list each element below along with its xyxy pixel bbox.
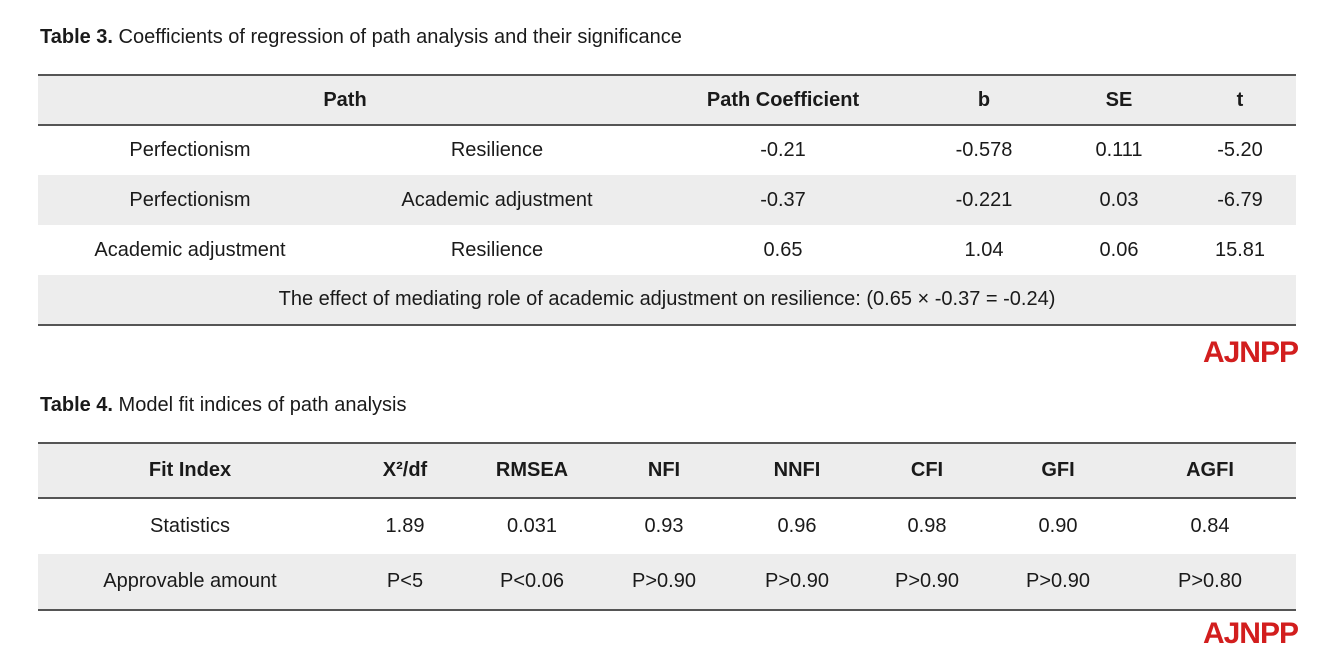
table3-caption: Table 3. Coefficients of regression of p…: [40, 26, 682, 49]
cell-to: Academic adjustment: [401, 188, 593, 211]
table-cell: 0.93: [644, 515, 684, 537]
table-cell: 0.031: [506, 515, 558, 537]
table4: Fit Index X²/df RMSEA NFI NNFI CFI GFI A…: [38, 442, 1296, 611]
table-cell: 1.89: [385, 515, 425, 537]
table-row: Perfectionism Academic adjustment -0.37 …: [38, 175, 1296, 225]
cell-b: -0.578: [955, 139, 1013, 161]
table-row: Perfectionism Resilience -0.21 -0.578 0.…: [38, 125, 1296, 175]
row-label: Statistics: [149, 515, 231, 537]
table4-header-row: Fit Index X²/df RMSEA NFI NNFI CFI GFI A…: [38, 443, 1296, 498]
cell-coef: -0.21: [760, 139, 806, 161]
cell-se: 0.06: [1099, 238, 1139, 261]
row-label: Approvable amount: [103, 570, 277, 592]
cell-t: -6.79: [1217, 188, 1263, 211]
table-row: Statistics 1.89 0.031 0.93 0.96 0.98 0.9…: [38, 498, 1296, 554]
header-path: Path: [323, 88, 367, 111]
table-cell: P>0.80: [1178, 570, 1242, 592]
table-row: Academic adjustment Resilience 0.65 1.04…: [38, 225, 1296, 275]
table-row: Approvable amount P<5 P<0.06 P>0.90 P>0.…: [38, 554, 1296, 610]
header-cfi: CFI: [910, 459, 944, 481]
table-cell: P>0.90: [895, 570, 959, 592]
header-t: t: [1236, 88, 1244, 111]
cell-se: 0.111: [1095, 139, 1143, 161]
table3-header-row: Path Path Coefficient b SE t: [38, 75, 1296, 125]
header-rmsea: RMSEA: [495, 459, 569, 481]
table-cell: 0.84: [1190, 515, 1230, 537]
table3-title: Coefficients of regression of path analy…: [113, 26, 682, 48]
table-cell: 0.90: [1038, 515, 1078, 537]
table-cell: P>0.90: [765, 570, 829, 592]
table4-title: Model fit indices of path analysis: [113, 394, 407, 416]
header-agfi: AGFI: [1186, 459, 1234, 481]
journal-logo: AJNPP: [1202, 336, 1299, 369]
journal-logo: AJNPP: [1202, 617, 1299, 650]
mediation-note: The effect of mediating role of academic…: [278, 288, 1056, 310]
header-nfi: NFI: [647, 459, 681, 481]
table-cell: P>0.90: [1026, 570, 1090, 592]
table-cell: 0.96: [777, 515, 817, 537]
cell-b: -0.221: [955, 188, 1013, 211]
table3-footer-row: The effect of mediating role of academic…: [38, 275, 1296, 325]
header-nnfi: NNFI: [773, 459, 821, 481]
cell-to: Resilience: [450, 139, 544, 161]
cell-t: -5.20: [1217, 139, 1263, 161]
table4-label: Table 4.: [40, 394, 113, 416]
header-x2-df: X²/df: [382, 459, 428, 481]
cell-t: 15.81: [1214, 238, 1266, 261]
table-cell: P<5: [386, 570, 424, 592]
table-cell: P<0.06: [500, 570, 564, 592]
cell-from: Academic adjustment: [94, 238, 286, 261]
cell-se: 0.03: [1099, 188, 1139, 211]
cell-b: 1.04: [964, 238, 1004, 261]
header-se: SE: [1105, 88, 1133, 111]
cell-from: Perfectionism: [129, 188, 251, 211]
header-b: b: [977, 88, 991, 111]
table-cell: P>0.90: [632, 570, 696, 592]
table-cell: 0.98: [907, 515, 947, 537]
header-path-coefficient: Path Coefficient: [706, 88, 860, 111]
table3-label: Table 3.: [40, 26, 113, 48]
cell-to: Resilience: [450, 238, 544, 261]
header-fit-index: Fit Index: [148, 459, 232, 481]
cell-coef: -0.37: [760, 188, 806, 211]
header-gfi: GFI: [1041, 459, 1075, 481]
cell-coef: 0.65: [763, 238, 803, 261]
cell-from: Perfectionism: [129, 139, 251, 161]
table3: Path Path Coefficient b SE t Perfectioni…: [38, 74, 1296, 326]
table4-caption: Table 4. Model fit indices of path analy…: [40, 394, 407, 417]
